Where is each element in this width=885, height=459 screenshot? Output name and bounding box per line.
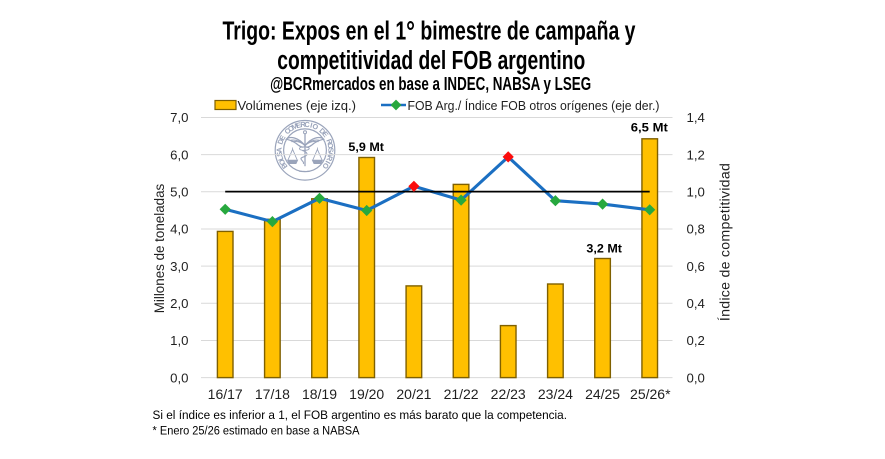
svg-text:0,2: 0,2 — [687, 333, 705, 348]
svg-text:R: R — [300, 120, 307, 129]
svg-text:0,0: 0,0 — [170, 370, 188, 385]
svg-text:21/22: 21/22 — [444, 386, 479, 402]
svg-text:22/23: 22/23 — [491, 386, 526, 402]
svg-text:B: B — [279, 161, 289, 171]
svg-text:E: E — [320, 130, 330, 139]
svg-text:19/20: 19/20 — [349, 386, 384, 402]
svg-text:1,0: 1,0 — [170, 333, 188, 348]
svg-text:E: E — [277, 133, 287, 142]
svg-text:0,6: 0,6 — [687, 259, 705, 274]
svg-text:18/19: 18/19 — [302, 386, 337, 402]
svg-text:5,9 Mt: 5,9 Mt — [348, 140, 384, 154]
svg-text:23/24: 23/24 — [538, 386, 573, 402]
svg-text:Índice de competitividad: Índice de competitividad — [717, 163, 734, 321]
svg-text:S: S — [326, 148, 335, 153]
svg-text:0,0: 0,0 — [687, 370, 705, 385]
svg-text:3,2 Mt: 3,2 Mt — [586, 242, 622, 256]
svg-text:A: A — [275, 147, 284, 153]
svg-text:Si el índice es inferior a 1,: Si el índice es inferior a 1, el FOB arg… — [153, 408, 568, 422]
svg-text:Trigo: Expos en el 1° bimestre: Trigo: Expos en el 1° bimestre de campañ… — [223, 16, 637, 48]
svg-text:0,4: 0,4 — [687, 296, 705, 311]
svg-text:FOB Arg./ Índice FOB otros orí: FOB Arg./ Índice FOB otros orígenes (eje… — [408, 98, 660, 113]
svg-text:25/26*: 25/26* — [630, 386, 671, 402]
svg-text:20/21: 20/21 — [396, 386, 431, 402]
svg-text:6,5 Mt: 6,5 Mt — [631, 121, 668, 135]
svg-text:E: E — [295, 120, 302, 130]
svg-text:7,0: 7,0 — [170, 110, 188, 125]
svg-text:C: C — [283, 126, 293, 137]
svg-text:Volúmenes (eje izq.): Volúmenes (eje izq.) — [238, 99, 357, 113]
svg-text:M: M — [290, 121, 299, 132]
svg-text:5,0: 5,0 — [170, 185, 188, 200]
svg-text:24/25: 24/25 — [585, 386, 620, 402]
svg-text:I: I — [309, 121, 313, 130]
svg-text:D: D — [275, 138, 285, 146]
svg-text:17/18: 17/18 — [255, 386, 290, 402]
svg-text:0,8: 0,8 — [687, 222, 705, 237]
svg-text:O: O — [286, 123, 296, 134]
svg-text:@BCRmercados en base a INDEC,: @BCRmercados en base a INDEC, NABSA y LS… — [270, 73, 591, 94]
svg-text:R: R — [324, 154, 334, 163]
svg-text:C: C — [304, 120, 311, 129]
svg-text:O: O — [277, 157, 288, 166]
svg-text:D: D — [317, 126, 327, 136]
svg-text:16/17: 16/17 — [208, 386, 243, 402]
svg-text:competitividad del FOB argenti: competitividad del FOB argentino — [277, 47, 585, 75]
svg-text:6,0: 6,0 — [170, 147, 188, 162]
svg-text:O: O — [320, 161, 331, 171]
svg-text:1,4: 1,4 — [687, 110, 705, 125]
svg-text:3,0: 3,0 — [170, 259, 188, 274]
svg-text:Millones de toneladas: Millones de toneladas — [152, 183, 167, 313]
svg-text:4,0: 4,0 — [170, 222, 188, 237]
svg-text:O: O — [311, 121, 320, 132]
svg-text:O: O — [326, 142, 336, 149]
svg-text:L: L — [275, 154, 285, 162]
svg-text:I: I — [323, 159, 332, 165]
svg-text:2,0: 2,0 — [170, 296, 188, 311]
svg-text:R: R — [324, 138, 334, 147]
svg-text:* Enero 25/26 estimado en base: * Enero 25/26 estimado en base a NABSA — [153, 423, 361, 437]
svg-text:1,2: 1,2 — [687, 147, 705, 162]
svg-text:1,0: 1,0 — [687, 185, 705, 200]
